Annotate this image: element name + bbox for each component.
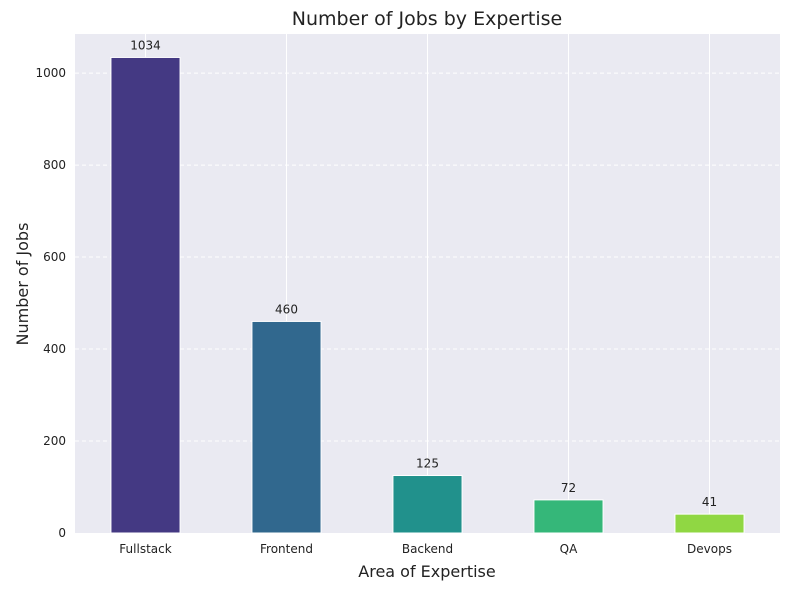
y-tick-label: 0 — [58, 526, 66, 540]
y-axis-ticks: 0 200 400 600 800 1000 — [35, 66, 66, 540]
y-axis-label: Number of Jobs — [13, 223, 32, 346]
bar-devops — [674, 513, 745, 534]
y-tick-label: 1000 — [35, 66, 66, 80]
x-tick-label: Devops — [687, 542, 732, 556]
x-axis-label: Area of Expertise — [358, 562, 495, 581]
data-label: 41 — [702, 495, 717, 509]
y-tick-label: 400 — [43, 342, 66, 356]
chart-title: Number of Jobs by Expertise — [292, 8, 562, 30]
x-tick-label: Frontend — [260, 542, 313, 556]
data-label: 1034 — [130, 38, 161, 52]
bar-frontend — [251, 320, 322, 534]
bar-qa — [533, 499, 604, 534]
data-label: 460 — [275, 302, 298, 316]
x-tick-label: Backend — [402, 542, 453, 556]
x-tick-label: Fullstack — [119, 542, 171, 556]
data-label: 72 — [561, 481, 576, 495]
y-tick-label: 600 — [43, 250, 66, 264]
y-tick-label: 800 — [43, 158, 66, 172]
y-tick-label: 200 — [43, 434, 66, 448]
bars — [110, 56, 745, 534]
data-label: 125 — [416, 457, 439, 471]
bar-backend — [392, 475, 463, 534]
x-tick-label: QA — [560, 542, 578, 556]
x-axis-ticks: Fullstack Frontend Backend QA Devops — [119, 542, 732, 556]
bar-fullstack — [110, 56, 181, 534]
data-labels: 1034 460 125 72 41 — [130, 38, 717, 509]
